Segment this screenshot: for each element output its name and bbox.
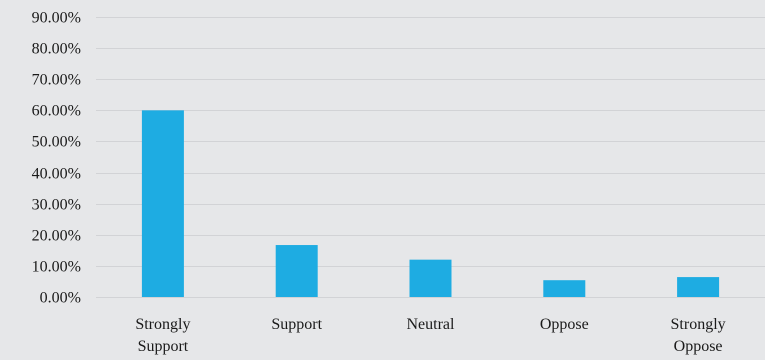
x-tick-label: Oppose — [540, 316, 589, 333]
x-tick-label: Strongly Oppose — [671, 316, 726, 355]
x-tick-label: Strongly Support — [135, 316, 190, 355]
bar — [677, 277, 720, 297]
y-tick-label: 20.00% — [32, 228, 81, 245]
bar — [543, 280, 586, 297]
x-tick-label-line: Oppose — [674, 338, 723, 355]
y-tick-label: 70.00% — [32, 72, 81, 89]
y-tick-label: 50.00% — [32, 134, 81, 151]
x-tick-label-line: Neutral — [407, 316, 456, 333]
bar — [141, 110, 184, 297]
y-tick-label: 60.00% — [32, 103, 81, 120]
bar — [409, 259, 452, 297]
x-tick-label-line: Oppose — [540, 316, 589, 333]
y-tick-label: 90.00% — [32, 10, 81, 27]
x-tick-label-line: Strongly — [135, 316, 190, 333]
x-tick-label-line: Support — [138, 338, 189, 355]
x-tick-label-line: Support — [271, 316, 322, 333]
x-tick-label: Support — [271, 316, 322, 333]
y-tick-label: 10.00% — [32, 259, 81, 276]
x-tick-label-line: Strongly — [671, 316, 726, 333]
grid-layer — [96, 17, 765, 298]
y-tick-label: 0.00% — [40, 290, 81, 307]
y-axis-ticks: 0.00% 10.00% 20.00% 30.00% 40.00% 50.00% 60.00… — [32, 10, 81, 307]
x-tick-label: Neutral — [407, 316, 456, 333]
y-tick-label: 40.00% — [32, 166, 81, 183]
bar — [275, 245, 318, 297]
y-tick-label: 80.00% — [32, 41, 81, 58]
y-tick-label: 30.00% — [32, 197, 81, 214]
bars — [141, 110, 720, 297]
